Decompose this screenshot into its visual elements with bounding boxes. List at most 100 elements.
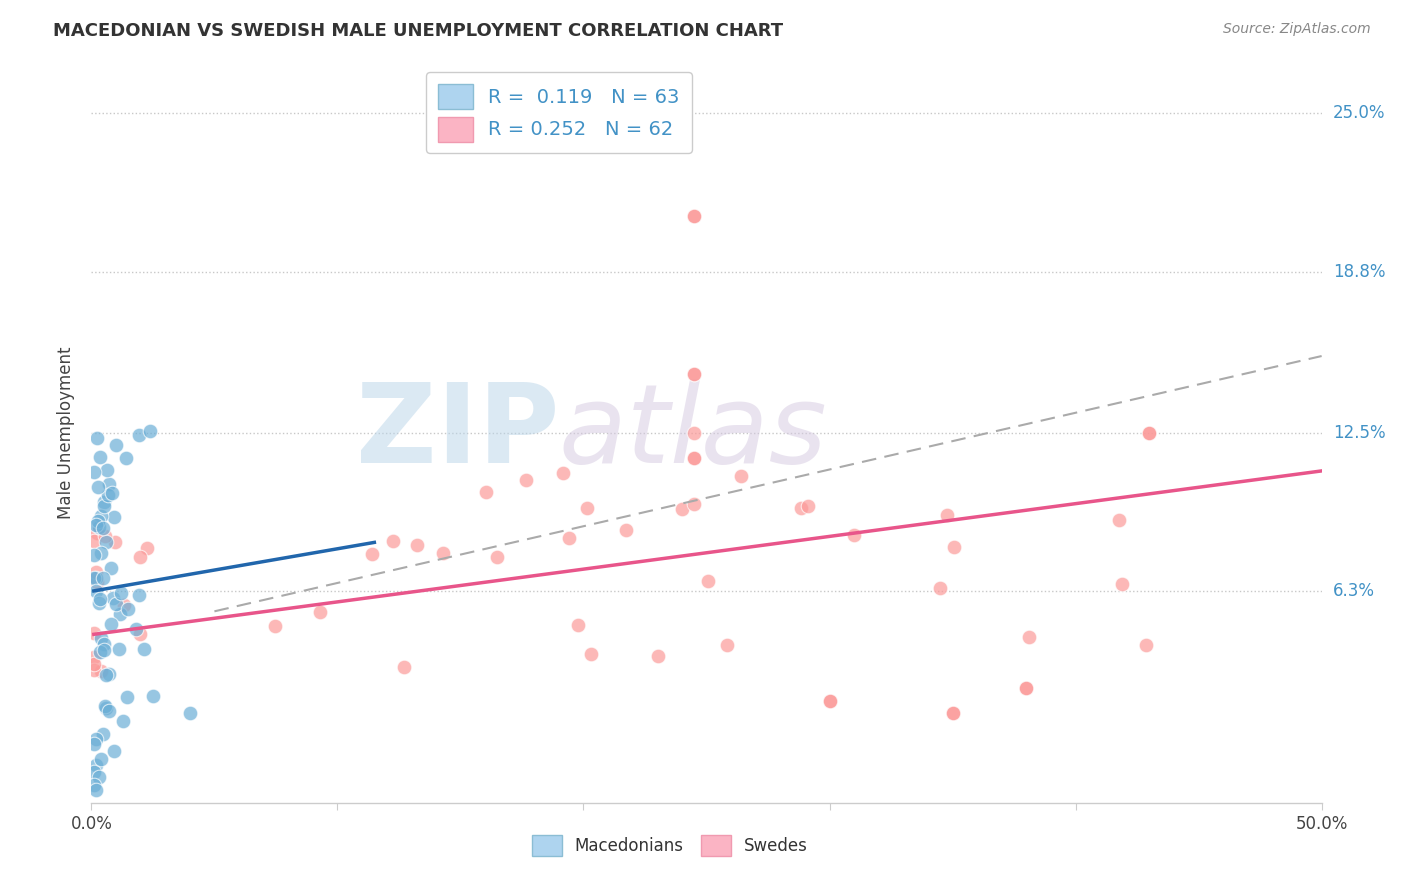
Macedonians xyxy=(96,668,117,682)
Macedonians xyxy=(103,509,125,524)
Swedes xyxy=(83,649,105,664)
Macedonians xyxy=(96,463,118,477)
Macedonians xyxy=(86,731,108,746)
Macedonians xyxy=(83,765,105,780)
Macedonians xyxy=(101,486,124,500)
Swedes xyxy=(683,209,706,223)
Swedes xyxy=(83,625,105,640)
Swedes xyxy=(86,526,108,541)
Swedes xyxy=(797,499,820,513)
Swedes xyxy=(1111,577,1133,591)
Macedonians xyxy=(112,714,135,728)
Swedes xyxy=(475,485,498,500)
Swedes xyxy=(683,497,706,511)
Swedes xyxy=(844,528,866,542)
Swedes xyxy=(928,582,950,596)
Swedes xyxy=(697,574,720,588)
Swedes xyxy=(515,473,537,487)
Macedonians xyxy=(93,499,115,513)
Swedes xyxy=(558,531,581,545)
Swedes xyxy=(941,706,963,721)
Swedes xyxy=(1108,513,1130,527)
Swedes xyxy=(1015,681,1038,695)
Swedes xyxy=(392,660,415,674)
Macedonians xyxy=(93,521,115,535)
Swedes xyxy=(567,617,589,632)
Macedonians xyxy=(83,548,105,562)
Swedes xyxy=(135,541,157,555)
Macedonians xyxy=(86,571,108,585)
Macedonians xyxy=(139,425,162,439)
Swedes xyxy=(683,209,706,223)
Text: Source: ZipAtlas.com: Source: ZipAtlas.com xyxy=(1223,22,1371,37)
Text: atlas: atlas xyxy=(558,379,828,486)
Macedonians xyxy=(103,744,125,758)
Swedes xyxy=(86,574,108,589)
Macedonians xyxy=(93,642,115,657)
Swedes xyxy=(683,367,706,381)
Macedonians xyxy=(98,666,121,681)
Macedonians xyxy=(128,588,150,602)
Text: 6.3%: 6.3% xyxy=(1333,582,1375,600)
Macedonians xyxy=(110,586,132,600)
Swedes xyxy=(90,665,112,679)
Swedes xyxy=(683,425,706,440)
Swedes xyxy=(486,549,509,564)
Macedonians xyxy=(97,704,120,718)
Swedes xyxy=(671,502,693,516)
Macedonians xyxy=(90,546,112,560)
Macedonians xyxy=(117,601,139,615)
Macedonians xyxy=(90,752,112,766)
Swedes xyxy=(818,694,841,708)
Swedes xyxy=(1139,425,1161,440)
Macedonians xyxy=(86,431,108,445)
Swedes xyxy=(432,546,454,560)
Swedes xyxy=(553,467,575,481)
Macedonians xyxy=(115,690,138,704)
Macedonians xyxy=(100,617,122,632)
Swedes xyxy=(1018,630,1040,644)
Swedes xyxy=(683,451,706,466)
Macedonians xyxy=(87,770,110,784)
Macedonians xyxy=(100,561,122,575)
Macedonians xyxy=(89,645,111,659)
Macedonians xyxy=(86,757,108,772)
Swedes xyxy=(93,529,115,543)
Legend: Macedonians, Swedes: Macedonians, Swedes xyxy=(523,827,815,865)
Swedes xyxy=(83,534,105,549)
Macedonians xyxy=(124,622,146,636)
Swedes xyxy=(683,451,706,466)
Macedonians xyxy=(101,591,124,605)
Macedonians xyxy=(128,427,150,442)
Y-axis label: Male Unemployment: Male Unemployment xyxy=(58,346,76,519)
Macedonians xyxy=(90,631,112,645)
Swedes xyxy=(406,538,429,552)
Swedes xyxy=(818,694,841,708)
Macedonians xyxy=(107,642,129,657)
Swedes xyxy=(579,647,602,661)
Swedes xyxy=(941,706,963,721)
Macedonians xyxy=(87,514,110,528)
Text: MACEDONIAN VS SWEDISH MALE UNEMPLOYMENT CORRELATION CHART: MACEDONIAN VS SWEDISH MALE UNEMPLOYMENT … xyxy=(53,22,783,40)
Swedes xyxy=(308,605,330,619)
Macedonians xyxy=(83,778,105,792)
Text: 12.5%: 12.5% xyxy=(1333,424,1385,442)
Swedes xyxy=(575,500,598,515)
Macedonians xyxy=(84,518,107,533)
Swedes xyxy=(683,367,706,381)
Swedes xyxy=(1015,681,1038,695)
Macedonians xyxy=(93,637,115,651)
Macedonians xyxy=(96,535,117,549)
Macedonians xyxy=(97,476,120,491)
Swedes xyxy=(104,535,127,549)
Macedonians xyxy=(83,466,105,480)
Text: ZIP: ZIP xyxy=(356,379,558,486)
Swedes xyxy=(264,618,287,632)
Swedes xyxy=(84,565,107,579)
Swedes xyxy=(129,549,152,564)
Macedonians xyxy=(89,591,111,606)
Macedonians xyxy=(97,487,120,501)
Macedonians xyxy=(91,571,114,585)
Macedonians xyxy=(89,450,111,465)
Macedonians xyxy=(86,783,108,797)
